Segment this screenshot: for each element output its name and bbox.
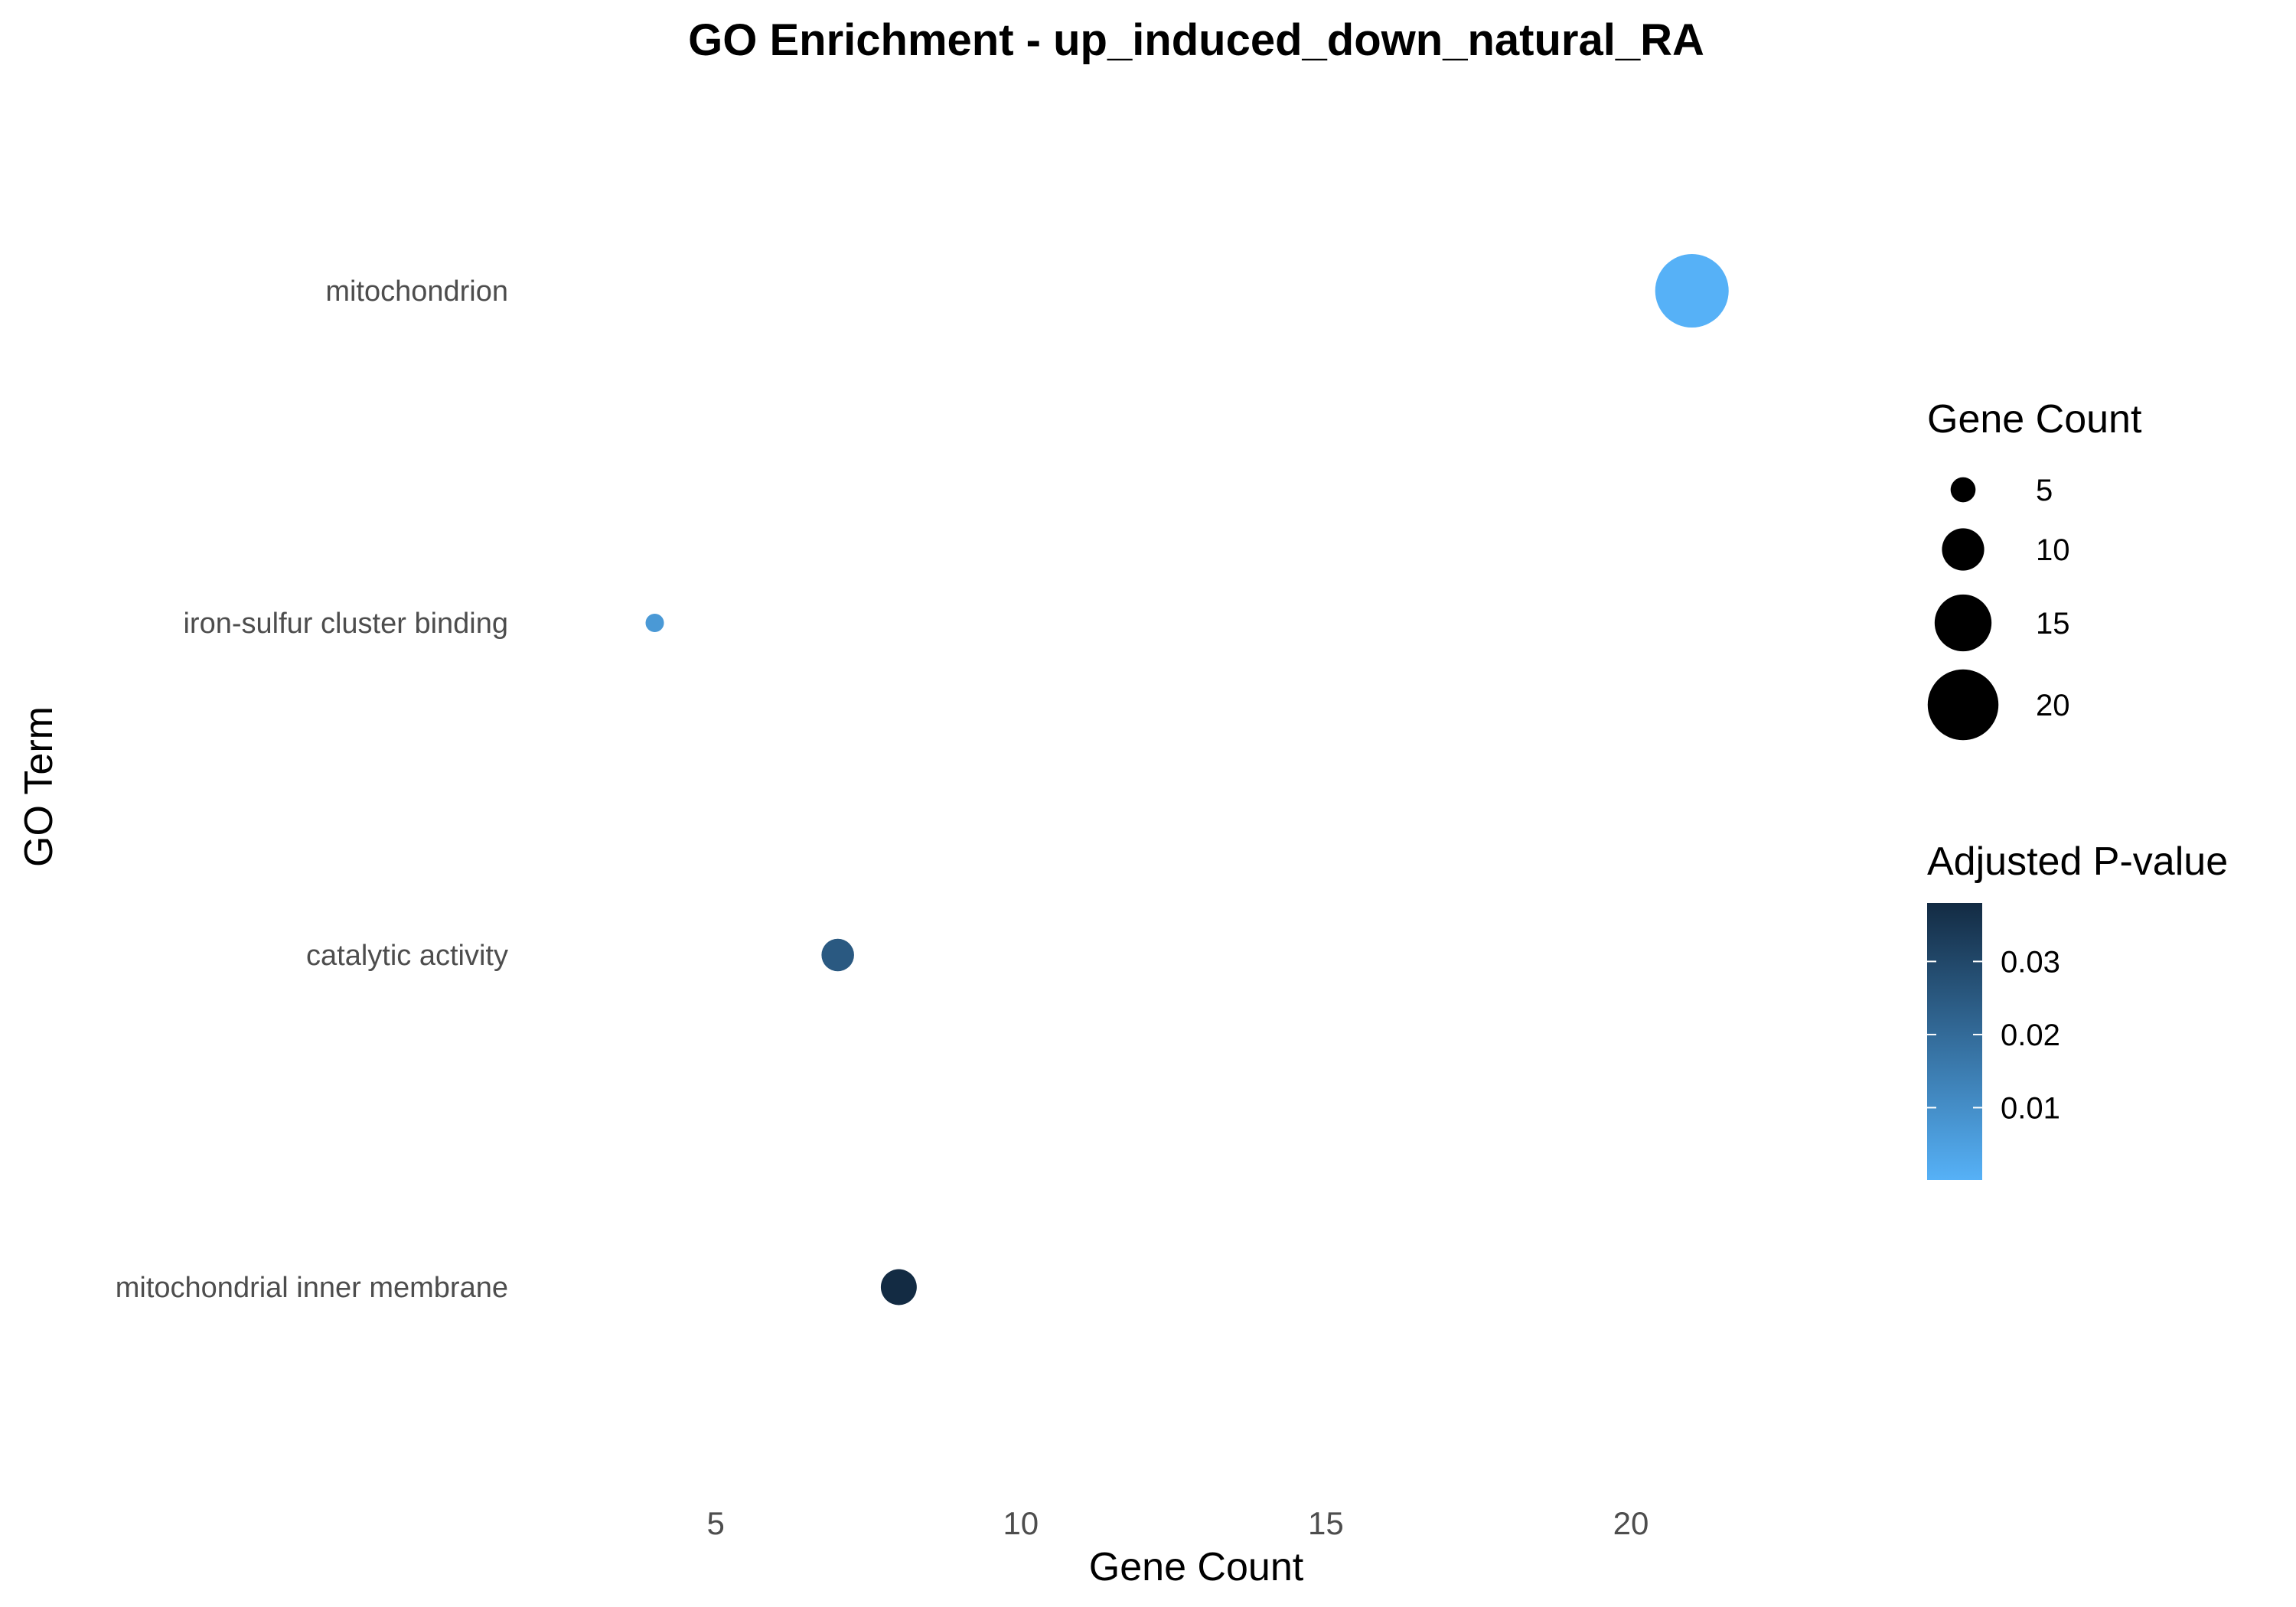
color-legend: Adjusted P-value 0.01 0.02 0.03 <box>1927 839 2228 1180</box>
y-axis-tick-labels: mitochondrion iron-sulfur cluster binding… <box>116 275 508 1304</box>
size-legend-circle <box>1950 477 1976 503</box>
x-tick-label: 15 <box>1308 1505 1344 1541</box>
data-point <box>821 938 854 972</box>
x-axis-title: Gene Count <box>1089 1545 1304 1589</box>
size-legend-label: 10 <box>2036 533 2070 567</box>
y-tick-label: mitochondrial inner membrane <box>116 1272 508 1304</box>
color-legend-tick-label: 0.02 <box>2001 1019 2060 1052</box>
size-legend-label: 15 <box>2036 607 2070 641</box>
x-tick-label: 10 <box>1003 1505 1039 1541</box>
size-legend-circle <box>1927 669 1999 741</box>
data-point <box>880 1269 917 1305</box>
size-legend-label: 20 <box>2036 689 2070 722</box>
x-tick-label: 5 <box>707 1505 725 1541</box>
x-axis-tick-labels: 5 10 15 20 <box>707 1505 1649 1541</box>
chart-title: GO Enrichment - up_induced_down_natural_… <box>688 15 1704 65</box>
data-points <box>645 254 1729 1305</box>
y-tick-label: mitochondrion <box>325 275 508 308</box>
x-tick-label: 20 <box>1613 1505 1649 1541</box>
size-legend-title: Gene Count <box>1927 397 2142 442</box>
color-legend-gradient-bar <box>1927 903 1982 1180</box>
size-legend-label: 5 <box>2036 474 2053 507</box>
color-legend-tick-label: 0.03 <box>2001 945 2060 979</box>
color-legend-tick-label: 0.01 <box>2001 1091 2060 1125</box>
y-tick-label: catalytic activity <box>306 940 508 972</box>
size-legend-circle <box>1942 528 1985 571</box>
data-point <box>1655 254 1729 328</box>
y-tick-label: iron-sulfur cluster binding <box>183 608 508 640</box>
size-legend-circle <box>1934 594 1992 652</box>
color-legend-title: Adjusted P-value <box>1927 839 2228 884</box>
y-axis-title: GO Term <box>17 706 61 867</box>
data-point <box>645 614 664 632</box>
size-legend: Gene Count 5 10 15 20 <box>1927 397 2142 741</box>
